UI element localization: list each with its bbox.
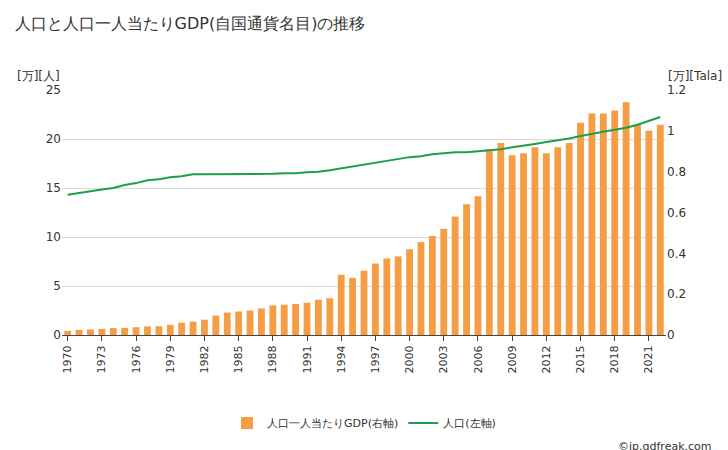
svg-text:©jp.gdfreak.com: ©jp.gdfreak.com <box>618 440 712 450</box>
svg-text:2009: 2009 <box>506 345 519 373</box>
svg-text:1988: 1988 <box>266 345 279 373</box>
svg-text:1979: 1979 <box>164 345 177 373</box>
svg-text:1: 1 <box>667 124 675 138</box>
svg-text:0.6: 0.6 <box>667 206 686 220</box>
svg-text:1991: 1991 <box>301 345 314 373</box>
svg-text:1973: 1973 <box>95 345 108 373</box>
svg-text:2003: 2003 <box>437 345 450 373</box>
svg-text:0.8: 0.8 <box>667 165 686 179</box>
svg-text:2012: 2012 <box>540 345 553 373</box>
svg-text:1985: 1985 <box>232 345 245 373</box>
svg-text:25: 25 <box>46 83 61 97</box>
svg-text:人口と人口一人当たりGDP(自国通貨名目)の推移: 人口と人口一人当たりGDP(自国通貨名目)の推移 <box>15 14 366 33</box>
svg-text:0.2: 0.2 <box>667 287 686 301</box>
svg-text:2021: 2021 <box>642 345 655 373</box>
svg-text:2000: 2000 <box>403 345 416 373</box>
svg-text:0: 0 <box>667 328 675 342</box>
svg-text:[万][Tala]: [万][Tala] <box>668 69 722 83</box>
svg-text:1994: 1994 <box>335 345 348 373</box>
svg-text:人口一人当たりGDP(右軸): 人口一人当たりGDP(右軸) <box>267 417 398 430</box>
svg-text:[万][人]: [万][人] <box>17 69 60 83</box>
svg-text:2015: 2015 <box>574 345 587 373</box>
svg-text:1976: 1976 <box>130 345 143 373</box>
svg-text:15: 15 <box>46 181 61 195</box>
svg-text:1.2: 1.2 <box>667 83 686 97</box>
svg-text:0.4: 0.4 <box>667 247 686 261</box>
svg-text:2018: 2018 <box>608 345 621 373</box>
svg-text:1982: 1982 <box>198 345 211 373</box>
svg-text:5: 5 <box>53 279 61 293</box>
svg-text:2006: 2006 <box>472 345 485 373</box>
svg-text:1970: 1970 <box>61 345 74 373</box>
svg-text:人口(左軸): 人口(左軸) <box>443 417 496 430</box>
svg-text:20: 20 <box>46 132 61 146</box>
svg-text:1997: 1997 <box>369 345 382 373</box>
svg-text:10: 10 <box>46 230 61 244</box>
svg-text:0: 0 <box>53 328 61 342</box>
